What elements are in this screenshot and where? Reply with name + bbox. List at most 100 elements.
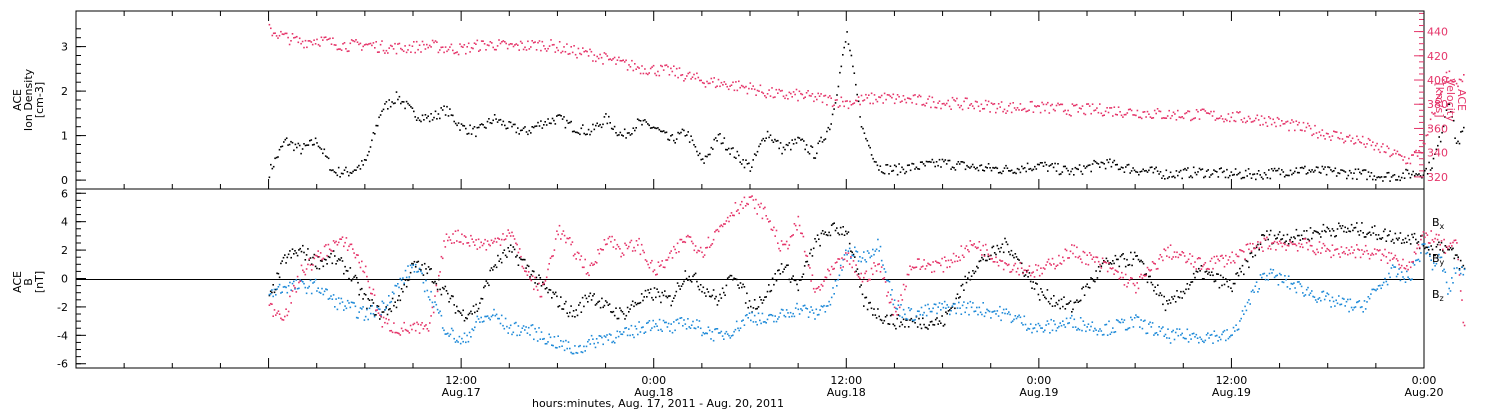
bz-point — [1454, 239, 1457, 241]
by-point — [703, 333, 706, 335]
bx-point — [489, 269, 491, 272]
by-point — [545, 342, 548, 345]
bz-point — [1282, 242, 1285, 245]
bz-point — [461, 233, 463, 236]
time-axis-title: hours:minutes, Aug. 17, 2011 - Aug. 20, … — [532, 397, 784, 410]
velocity-point — [478, 50, 480, 52]
density-point — [290, 140, 292, 143]
bx-point — [436, 288, 439, 291]
velocity-point — [1058, 104, 1061, 106]
density-point — [893, 164, 896, 167]
density-point — [635, 127, 637, 129]
velocity-point — [993, 103, 996, 105]
velocity-point — [980, 103, 983, 106]
by-point — [1198, 341, 1200, 344]
density-point — [1149, 166, 1152, 169]
density-point — [544, 121, 546, 123]
density-point — [1439, 140, 1442, 143]
by-point — [1013, 318, 1015, 321]
velocity-point — [989, 111, 991, 113]
velocity-point — [465, 52, 467, 55]
velocity-point — [443, 51, 445, 54]
by-point — [958, 301, 960, 304]
density-point — [876, 164, 879, 167]
density-point — [330, 169, 333, 172]
density-point — [1283, 175, 1286, 178]
velocity-point — [1356, 135, 1358, 138]
bx-point — [861, 293, 864, 296]
time-tick-label: 0:00 — [1027, 374, 1052, 387]
bx-point — [452, 295, 454, 298]
bx-point — [1389, 230, 1391, 232]
bz-point — [291, 290, 294, 292]
density-point — [1408, 172, 1410, 175]
velocity-point — [1243, 117, 1246, 120]
bz-point — [1380, 259, 1382, 261]
by-point — [651, 327, 653, 329]
density-point — [363, 159, 366, 161]
by-point — [1347, 298, 1349, 301]
density-point — [800, 139, 802, 141]
by-point — [539, 338, 542, 340]
density-point — [1010, 169, 1013, 172]
bx-point — [721, 287, 724, 290]
velocity-point — [275, 35, 278, 37]
by-point — [900, 304, 902, 306]
bz-point — [416, 321, 418, 324]
density-point — [1343, 170, 1345, 172]
velocity-point — [1051, 103, 1053, 106]
bz-point — [521, 265, 524, 268]
by-point — [884, 271, 887, 273]
by-point — [1110, 331, 1113, 334]
bx-point — [1002, 251, 1005, 254]
density-point — [531, 126, 533, 128]
bz-point — [391, 331, 394, 334]
bz-point — [379, 314, 381, 316]
by-point — [530, 324, 533, 327]
bx-point — [1375, 234, 1377, 236]
bx-point — [422, 274, 425, 276]
bx-point — [504, 254, 507, 257]
bz-point — [689, 236, 692, 238]
bz-point — [1415, 252, 1417, 255]
velocity-point — [934, 106, 936, 109]
bx-point — [918, 317, 920, 320]
density-point — [1341, 169, 1344, 172]
velocity-point — [895, 98, 897, 100]
bz-point — [463, 235, 466, 237]
bx-point — [1348, 230, 1350, 232]
velocity-point — [371, 44, 373, 47]
density-point — [1151, 166, 1153, 168]
bx-point — [327, 255, 330, 258]
velocity-point — [437, 51, 440, 54]
by-point — [1092, 330, 1095, 332]
by-point — [1173, 338, 1176, 341]
velocity-point — [782, 95, 785, 98]
bx-point — [1305, 230, 1308, 232]
velocity-point — [833, 104, 835, 106]
bx-point — [1109, 262, 1112, 264]
velocity-point — [1318, 131, 1321, 133]
bz-point — [354, 256, 357, 259]
by-point — [1271, 272, 1273, 274]
by-point — [1186, 328, 1189, 331]
velocity-point — [517, 44, 519, 46]
bx-point — [696, 280, 698, 283]
density-point — [358, 164, 360, 167]
bz-point — [1458, 274, 1461, 276]
density-point — [775, 140, 778, 142]
bx-point — [1204, 271, 1207, 273]
bz-point — [1092, 256, 1095, 258]
bz-point — [429, 322, 431, 324]
by-point — [1168, 337, 1171, 339]
by-point — [621, 333, 624, 336]
density-point — [1217, 176, 1220, 178]
by-point — [364, 315, 367, 318]
bx-point — [676, 282, 679, 284]
velocity-point — [804, 96, 806, 98]
bz-point — [452, 233, 454, 235]
by-point — [1254, 285, 1257, 287]
bz-point — [665, 259, 667, 261]
velocity-point — [726, 85, 728, 88]
bz-point — [834, 262, 837, 264]
